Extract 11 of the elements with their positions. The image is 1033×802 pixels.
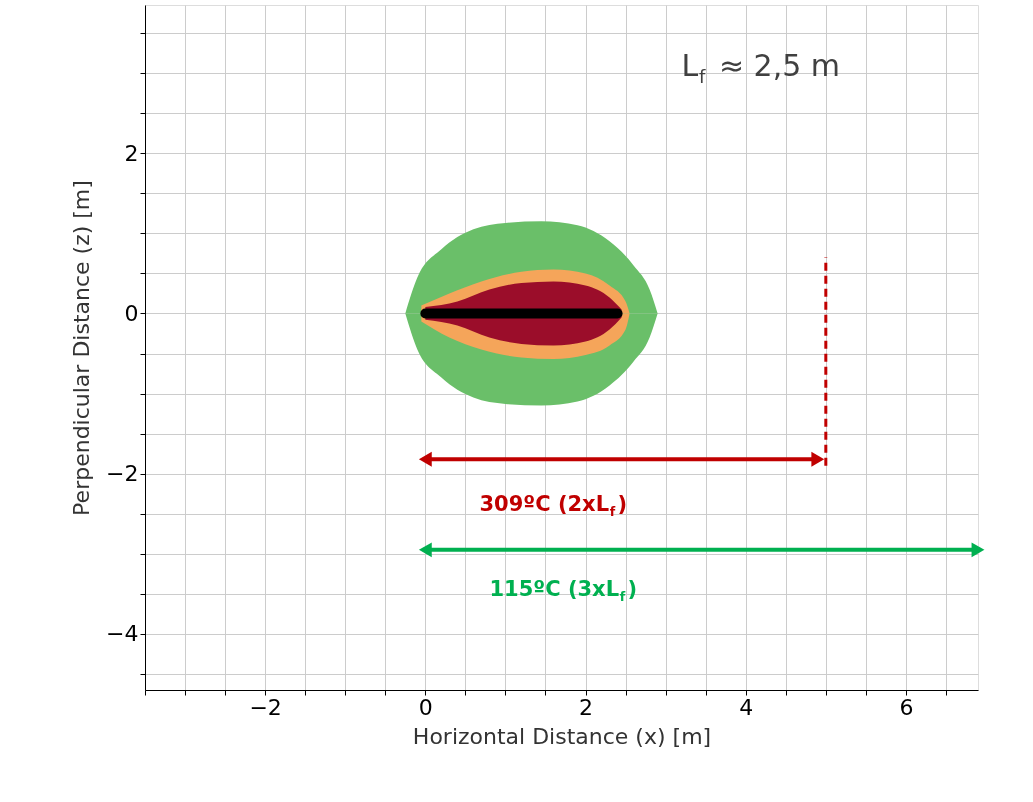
y-axis-title: Perpendicular Distance (z) [m] [69, 180, 95, 516]
y-tick-label: −4 [106, 621, 139, 647]
x-axis-title: Horizontal Distance (x) [m] [412, 723, 712, 749]
x-tick-label: 2 [579, 694, 594, 720]
x-tick-label: 0 [418, 694, 433, 720]
y-tick-label: 0 [124, 300, 139, 326]
y-tick-label: −2 [106, 461, 139, 487]
y-tick-label: 2 [124, 140, 139, 166]
x-tick-label: −2 [249, 694, 282, 720]
x-tick-label: 6 [899, 694, 914, 720]
x-tick-label: 4 [739, 694, 754, 720]
